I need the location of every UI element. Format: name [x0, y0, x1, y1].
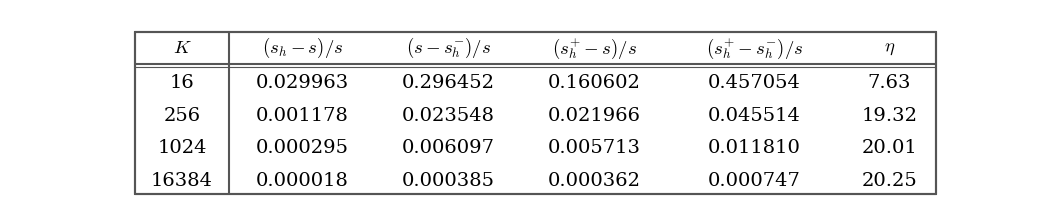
- Text: 19.32: 19.32: [861, 107, 918, 125]
- Text: 0.023548: 0.023548: [401, 107, 494, 125]
- Text: 7.63: 7.63: [867, 74, 911, 92]
- Text: 0.001178: 0.001178: [256, 107, 349, 125]
- Text: $K$: $K$: [172, 39, 191, 57]
- Text: 20.01: 20.01: [861, 139, 918, 157]
- Text: 0.005713: 0.005713: [548, 139, 641, 157]
- Text: 0.006097: 0.006097: [401, 139, 494, 157]
- Text: 0.021966: 0.021966: [548, 107, 641, 125]
- Text: 0.000295: 0.000295: [256, 139, 349, 157]
- Text: $(s_h^{+} - s_h^{-})/s$: $(s_h^{+} - s_h^{-})/s$: [705, 35, 804, 60]
- Text: 0.000362: 0.000362: [548, 172, 641, 190]
- Text: 0.457054: 0.457054: [709, 74, 800, 92]
- Text: 1024: 1024: [157, 139, 207, 157]
- Text: 0.296452: 0.296452: [401, 74, 494, 92]
- Text: 256: 256: [163, 107, 201, 125]
- Text: 0.160602: 0.160602: [548, 74, 641, 92]
- Text: $(s_h - s)/s$: $(s_h - s)/s$: [261, 36, 343, 60]
- Text: 0.045514: 0.045514: [709, 107, 800, 125]
- Text: $(s - s_h^{-})/s$: $(s - s_h^{-})/s$: [405, 36, 491, 60]
- Text: $(s_h^{+} - s)/s$: $(s_h^{+} - s)/s$: [552, 35, 636, 60]
- Text: $\eta$: $\eta$: [883, 39, 895, 57]
- Text: 0.029963: 0.029963: [256, 74, 349, 92]
- Text: 0.000018: 0.000018: [256, 172, 349, 190]
- Text: 0.000385: 0.000385: [401, 172, 494, 190]
- Text: 16: 16: [169, 74, 194, 92]
- Text: 0.000747: 0.000747: [709, 172, 800, 190]
- Text: 0.011810: 0.011810: [709, 139, 800, 157]
- Text: 20.25: 20.25: [861, 172, 918, 190]
- Text: 16384: 16384: [150, 172, 213, 190]
